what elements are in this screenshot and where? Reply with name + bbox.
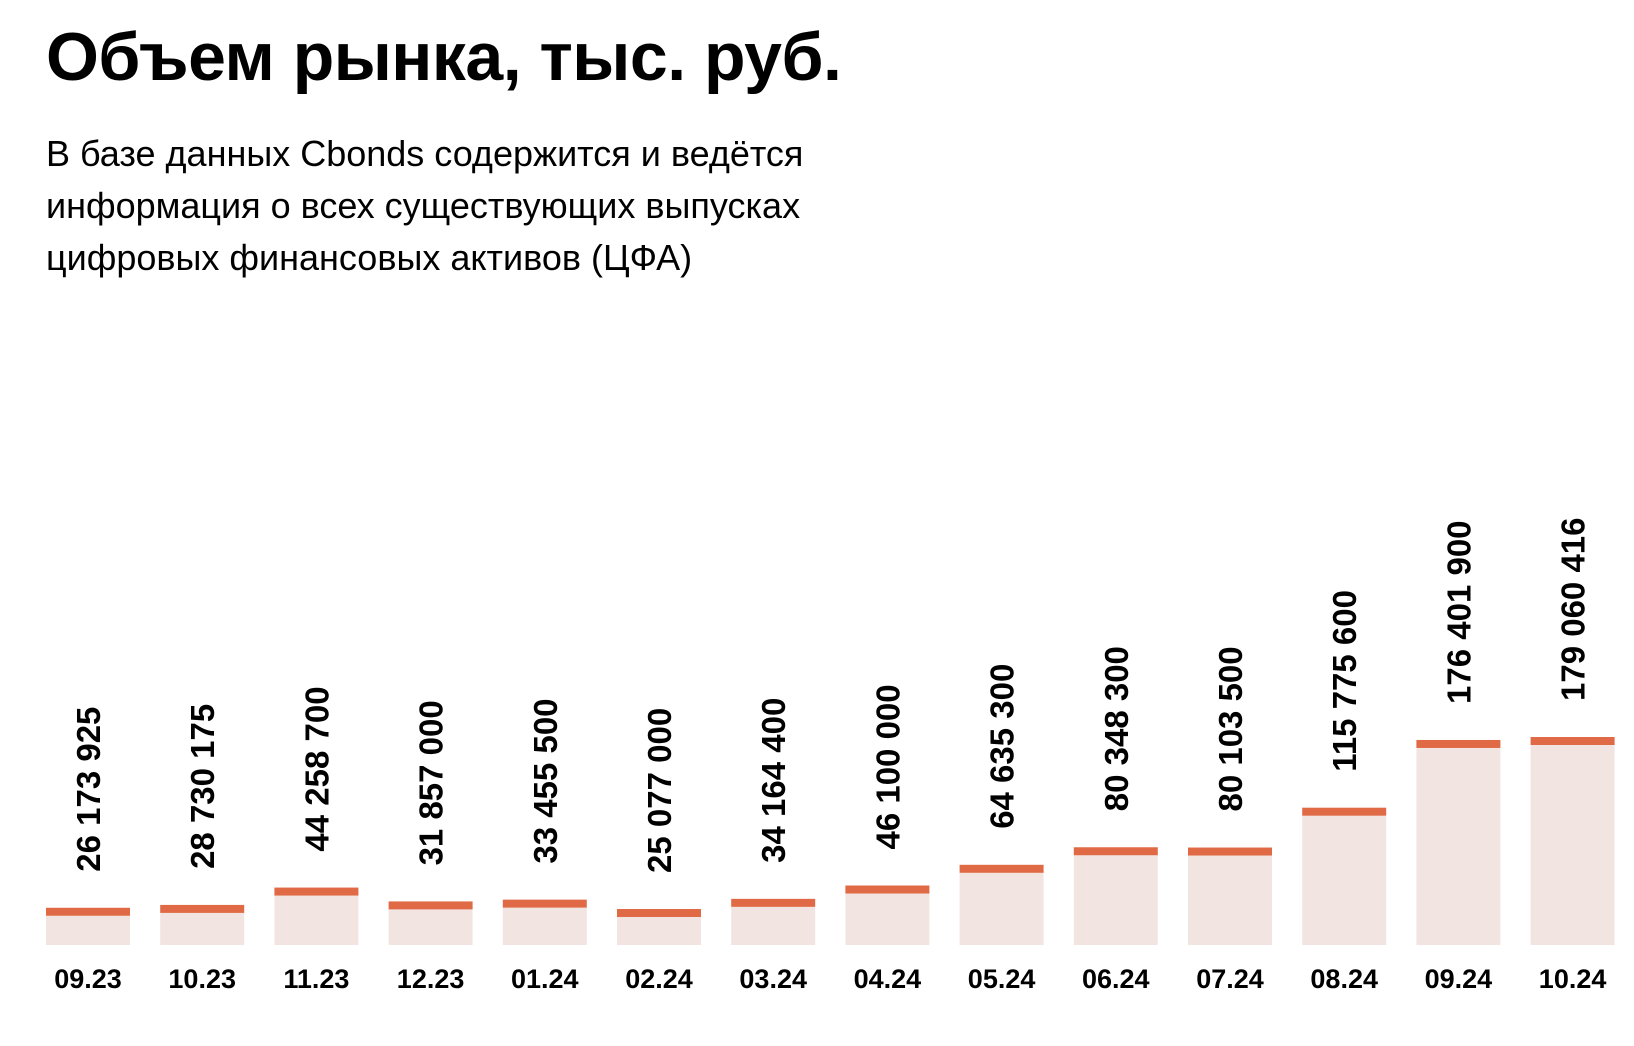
x-tick-label: 09.24 [1425, 964, 1493, 994]
x-tick-label: 07.24 [1196, 964, 1264, 994]
bar-value-label: 44 258 700 [298, 686, 335, 851]
bar [274, 895, 359, 945]
x-tick-label: 10.23 [168, 964, 236, 994]
bar-cap [1073, 847, 1158, 856]
bar [731, 906, 816, 945]
bar-cap [959, 864, 1044, 873]
x-tick-label: 09.23 [54, 964, 122, 994]
bar [46, 915, 130, 945]
x-tick-label: 06.24 [1082, 964, 1150, 994]
bar-value-label: 176 401 900 [1440, 520, 1477, 704]
chart-subtitle: В базе данных Cbonds содержится и ведётс… [46, 128, 946, 284]
bar [1073, 855, 1158, 945]
bar-value-label: 115 775 600 [1326, 590, 1363, 772]
bar-cap [1302, 807, 1387, 816]
bar-value-label: 31 857 000 [413, 700, 450, 865]
bar-value-label: 28 730 175 [184, 704, 221, 869]
x-tick-label: 03.24 [739, 964, 807, 994]
bar-cap [502, 899, 587, 908]
x-tick-label: 02.24 [625, 964, 693, 994]
bar [1302, 815, 1387, 945]
bar-cap [160, 904, 245, 913]
bar [388, 909, 473, 945]
bar-cap [1416, 739, 1501, 748]
bar-cap [617, 908, 701, 917]
x-tick-label: 12.23 [397, 964, 465, 994]
bar-cap [388, 901, 473, 910]
x-tick-label: 05.24 [968, 964, 1036, 994]
x-tick-label: 10.24 [1539, 964, 1607, 994]
bar [959, 872, 1044, 945]
bar-value-label: 80 103 500 [1212, 646, 1249, 811]
x-tick-label: 01.24 [511, 964, 579, 994]
bar [617, 916, 701, 945]
bar-cap [845, 885, 930, 894]
subtitle-line: информация о всех существующих выпусках [46, 185, 801, 226]
bar [160, 912, 245, 945]
bar-cap [46, 907, 130, 916]
bar-value-label: 34 164 400 [755, 698, 792, 863]
bar [1530, 745, 1615, 945]
x-tick-label: 04.24 [854, 964, 922, 994]
x-tick-label: 11.23 [283, 964, 349, 994]
bar-value-label: 64 635 300 [984, 664, 1021, 829]
bar-value-label: 80 348 300 [1098, 646, 1135, 811]
bar-cap [274, 887, 359, 896]
bar-value-label: 33 455 500 [527, 698, 564, 863]
bar [1416, 747, 1501, 945]
bar-value-label: 25 077 000 [641, 708, 678, 873]
bar-cap [731, 898, 816, 907]
bar-value-label: 26 173 925 [70, 707, 107, 872]
bar [502, 907, 587, 945]
subtitle-line: цифровых финансовых активов (ЦФА) [46, 237, 693, 278]
bar-cap [1530, 737, 1615, 745]
x-tick-label: 08.24 [1310, 964, 1378, 994]
bar-value-label: 46 100 000 [869, 684, 906, 849]
bar [845, 893, 930, 945]
subtitle-line: В базе данных Cbonds содержится и ведётс… [46, 133, 804, 174]
bar-value-label: 179 060 416 [1555, 517, 1592, 701]
bar-cap [1188, 847, 1272, 856]
chart-title: Объем рынка, тыс. руб. [46, 19, 842, 95]
bar [1188, 855, 1272, 945]
